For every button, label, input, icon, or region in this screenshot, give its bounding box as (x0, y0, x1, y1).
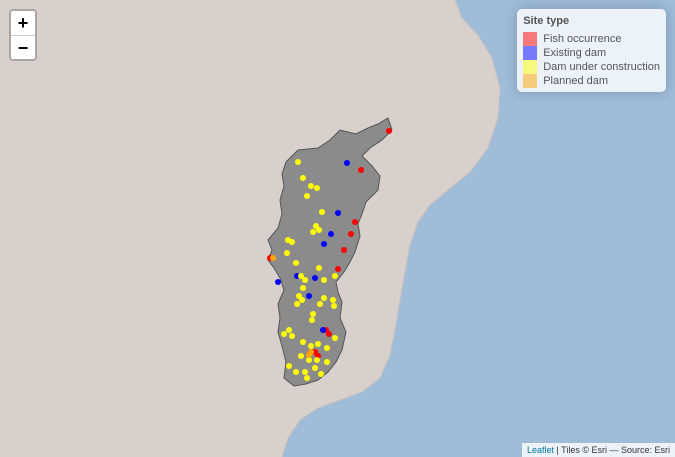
legend-swatch (523, 46, 538, 60)
site-marker[interactable] (358, 167, 364, 173)
site-marker[interactable] (352, 219, 358, 225)
site-marker[interactable] (319, 209, 325, 215)
site-marker[interactable] (289, 333, 295, 339)
legend-swatch (523, 74, 538, 88)
coast-shading (281, 0, 501, 457)
site-marker[interactable] (341, 247, 347, 253)
site-marker[interactable] (295, 159, 301, 165)
leaflet-link[interactable]: Leaflet (526, 445, 554, 455)
site-marker[interactable] (308, 183, 314, 189)
site-marker[interactable] (312, 365, 318, 371)
site-marker[interactable] (324, 345, 330, 351)
site-marker[interactable] (293, 369, 299, 375)
legend-title: Site type (523, 15, 570, 27)
attribution-text: | Tiles © Esri — Source: Esri (554, 445, 671, 455)
site-marker[interactable] (298, 273, 304, 279)
legend-label: Dam under construction (543, 61, 660, 73)
site-marker[interactable] (304, 375, 310, 381)
site-marker[interactable] (335, 210, 341, 216)
site-marker[interactable] (302, 277, 308, 283)
site-marker[interactable] (312, 275, 318, 281)
site-marker[interactable] (293, 260, 299, 266)
site-marker[interactable] (332, 335, 338, 341)
legend-label: Existing dam (543, 47, 607, 59)
site-marker[interactable] (289, 239, 295, 245)
river-basin-polygon (267, 117, 393, 387)
site-marker[interactable] (270, 255, 276, 261)
legend: Site type Fish occurrence Existing dam D… (517, 9, 666, 92)
site-marker[interactable] (316, 265, 322, 271)
site-marker[interactable] (308, 343, 314, 349)
site-marker[interactable] (275, 279, 281, 285)
site-marker[interactable] (321, 295, 327, 301)
legend-item-planned-dam: Planned dam (523, 74, 660, 88)
legend-item-existing-dam: Existing dam (523, 46, 660, 60)
legend-swatch (523, 60, 538, 74)
site-marker[interactable] (326, 331, 332, 337)
site-marker[interactable] (310, 311, 316, 317)
site-marker[interactable] (314, 357, 320, 363)
site-marker[interactable] (306, 357, 312, 363)
land-mass (0, 0, 500, 457)
zoom-out-button[interactable]: − (11, 35, 35, 59)
site-marker[interactable] (328, 231, 334, 237)
site-marker[interactable] (294, 301, 300, 307)
site-marker[interactable] (320, 327, 326, 333)
site-marker[interactable] (284, 250, 290, 256)
site-marker[interactable] (314, 185, 320, 191)
site-marker[interactable] (299, 297, 305, 303)
site-marker[interactable] (318, 371, 324, 377)
site-marker[interactable] (286, 327, 292, 333)
site-marker[interactable] (315, 341, 321, 347)
site-marker[interactable] (306, 352, 312, 358)
legend-swatch (523, 32, 538, 46)
zoom-in-button[interactable]: + (11, 11, 35, 35)
site-marker[interactable] (386, 128, 392, 134)
legend-label: Planned dam (543, 75, 609, 87)
site-marker[interactable] (286, 363, 292, 369)
site-marker[interactable] (317, 301, 323, 307)
site-marker[interactable] (321, 241, 327, 247)
site-marker[interactable] (335, 266, 341, 272)
legend-label: Fish occurrence (543, 33, 622, 45)
site-marker[interactable] (300, 339, 306, 345)
site-markers (267, 128, 392, 381)
site-marker[interactable] (300, 285, 306, 291)
site-marker[interactable] (309, 317, 315, 323)
legend-item-dam-under-construction: Dam under construction (523, 60, 660, 74)
site-marker[interactable] (316, 227, 322, 233)
site-marker[interactable] (306, 293, 312, 299)
site-marker[interactable] (302, 369, 308, 375)
site-marker[interactable] (330, 297, 336, 303)
site-marker[interactable] (348, 231, 354, 237)
site-marker[interactable] (300, 175, 306, 181)
site-marker[interactable] (310, 229, 316, 235)
site-marker[interactable] (332, 273, 338, 279)
site-marker[interactable] (298, 353, 304, 359)
site-marker[interactable] (321, 277, 327, 283)
site-marker[interactable] (344, 160, 350, 166)
site-marker[interactable] (324, 359, 330, 365)
attribution: Leaflet | Tiles © Esri — Source: Esri (521, 443, 675, 457)
site-marker[interactable] (281, 331, 287, 337)
legend-item-fish-occurrence: Fish occurrence (523, 32, 660, 46)
site-marker[interactable] (304, 193, 310, 199)
zoom-control: + − (9, 9, 37, 61)
site-marker[interactable] (331, 303, 337, 309)
